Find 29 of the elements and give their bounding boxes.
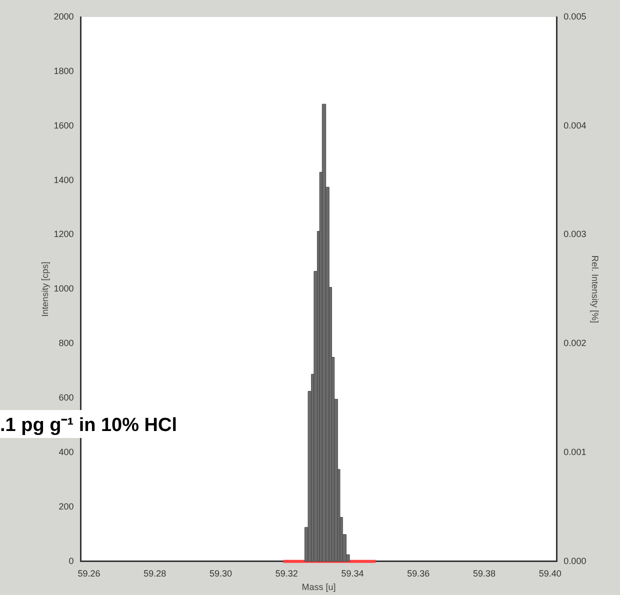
y2-tick-label: 0.003	[564, 229, 586, 240]
x-tick-label: 59.32	[275, 568, 298, 578]
y-tick-label: 200	[58, 501, 74, 512]
x-tick-label: 59.36	[407, 568, 430, 578]
y-axis-title: Intensity [cps]	[40, 262, 50, 317]
x-tick-label: 59.40	[538, 568, 562, 578]
y-tick-label: 600	[58, 392, 74, 403]
y2-tick-label: 0.004	[564, 120, 586, 130]
y-tick-label: 1600	[54, 120, 74, 130]
x-tick-label: 59.30	[210, 568, 232, 578]
annotation: .1 pg g⁻¹ in 10% HCl	[0, 410, 182, 438]
y-tick-label: 2000	[54, 11, 74, 22]
x-tick-label: 59.28	[144, 568, 166, 578]
y-tick-label: 1000	[54, 284, 74, 294]
y2-axis-title: Rel. Intensity [%]	[590, 255, 600, 323]
y-tick-label: 1800	[54, 66, 74, 76]
x-tick-label: 59.34	[341, 568, 364, 578]
x-tick-label: 59.26	[78, 568, 100, 578]
y2-tick-label: 0.002	[564, 338, 586, 348]
x-tick-label: 59.38	[472, 568, 496, 578]
y2-tick-label: 0.000	[564, 556, 586, 566]
y2-tick-label: 0.001	[564, 447, 586, 458]
y-tick-label: 1400	[54, 174, 74, 185]
x-axis-title: Mass [u]	[302, 582, 336, 592]
y2-tick-label: 0.005	[564, 11, 586, 22]
y-tick-label: 400	[58, 447, 74, 458]
y-tick-label: 800	[58, 338, 74, 348]
y-tick-label: 1200	[54, 229, 74, 240]
y-tick-label: 0	[68, 556, 74, 566]
